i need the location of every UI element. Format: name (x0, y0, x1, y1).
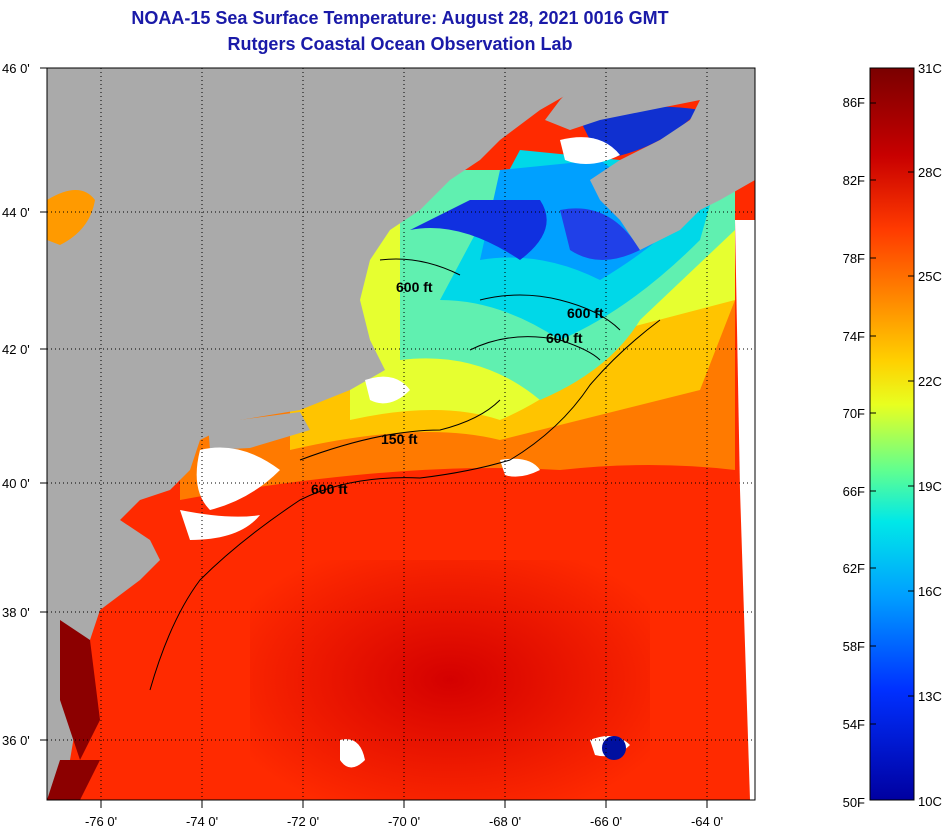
colorbar-c-label-2: 25C (918, 269, 942, 284)
colorbar-c-label-5: 16C (918, 584, 942, 599)
colorbar-ticks (870, 102, 914, 725)
land-canada-maritimes (545, 68, 755, 250)
colorbar-f-label-6: 62F (843, 561, 865, 576)
colorbar-f-label-3: 74F (843, 329, 865, 344)
cold-pool-fundy (560, 208, 640, 260)
lon-label-5: -66 0' (590, 814, 622, 829)
contour-label-3: 600 ft (546, 330, 583, 346)
isobath-600ft-shelf-break (149, 319, 661, 691)
lat-label-4: 38 0' (2, 605, 30, 620)
lat-label-5: 36 0' (2, 733, 30, 748)
cloud-patch-nj (196, 447, 280, 510)
colorbar-c-label-6: 13C (918, 689, 942, 704)
lon-label-6: -64 0' (691, 814, 723, 829)
lat-label-0: 46 0' (2, 61, 30, 76)
cloud-patch-shore (180, 510, 260, 540)
colorbar-c-label-3: 22C (918, 374, 942, 389)
lake-warm-patch (47, 190, 95, 245)
contour-label-2: 600 ft (567, 305, 604, 321)
map-subtitle: Rutgers Coastal Ocean Observation Lab (227, 34, 573, 54)
isobath-600ft-georges (469, 336, 601, 361)
colorbar-f-label-9: 50F (843, 795, 865, 810)
colorbar: 86F 82F 78F 74F 70F 66F 62F 58F 54F 50F … (843, 61, 942, 810)
cold-pool-maine (410, 200, 547, 260)
lon-label-2: -72 0' (287, 814, 319, 829)
cold-eddy (602, 736, 626, 760)
colorbar-c-label-7: 10C (918, 794, 942, 809)
lat-label-2: 42 0' (2, 342, 30, 357)
land-long-island (208, 412, 310, 450)
contour-label-1: 600 ft (396, 279, 433, 295)
colorbar-f-label-5: 66F (843, 484, 865, 499)
lon-label-1: -74 0' (186, 814, 218, 829)
land-us-mainland (47, 68, 590, 800)
pamlico-sound (47, 760, 100, 800)
isobath-600ft-gulf (479, 294, 621, 331)
colorbar-gradient (869, 67, 915, 801)
isobath-150ft (299, 399, 501, 461)
colorbar-f-label-1: 82F (843, 173, 865, 188)
warm-core-region (250, 560, 650, 800)
colorbar-c-label-4: 19C (918, 479, 942, 494)
colorbar-c-label-0: 31C (918, 61, 942, 76)
lon-label-4: -68 0' (489, 814, 521, 829)
chesapeake-bay (60, 620, 100, 760)
map-title: NOAA-15 Sea Surface Temperature: August … (131, 8, 669, 28)
swath-edge (735, 220, 755, 800)
lat-label-1: 44 0' (2, 205, 30, 220)
colorbar-f-label-2: 78F (843, 251, 865, 266)
lon-label-0: -76 0' (85, 814, 117, 829)
colorbar-f-label-4: 70F (843, 406, 865, 421)
cloud-patch-southwest (340, 739, 365, 768)
isobath-600ft-maine (379, 258, 461, 276)
contour-label-5: 600 ft (311, 481, 348, 497)
colorbar-f-label-8: 54F (843, 717, 865, 732)
lon-label-3: -70 0' (388, 814, 420, 829)
cloud-patch-shelf (500, 458, 540, 477)
axis-ticks (40, 67, 708, 808)
map-panel (47, 68, 755, 800)
cloud-patch-cape-cod (365, 376, 410, 404)
map-border (46, 67, 756, 801)
lat-label-3: 40 0' (2, 476, 30, 491)
cloud-patch-north (560, 137, 620, 164)
colorbar-f-label-0: 86F (843, 95, 865, 110)
colorbar-f-label-7: 58F (843, 639, 865, 654)
colorbar-c-label-1: 28C (918, 165, 942, 180)
contour-label-4: 150 ft (381, 431, 418, 447)
